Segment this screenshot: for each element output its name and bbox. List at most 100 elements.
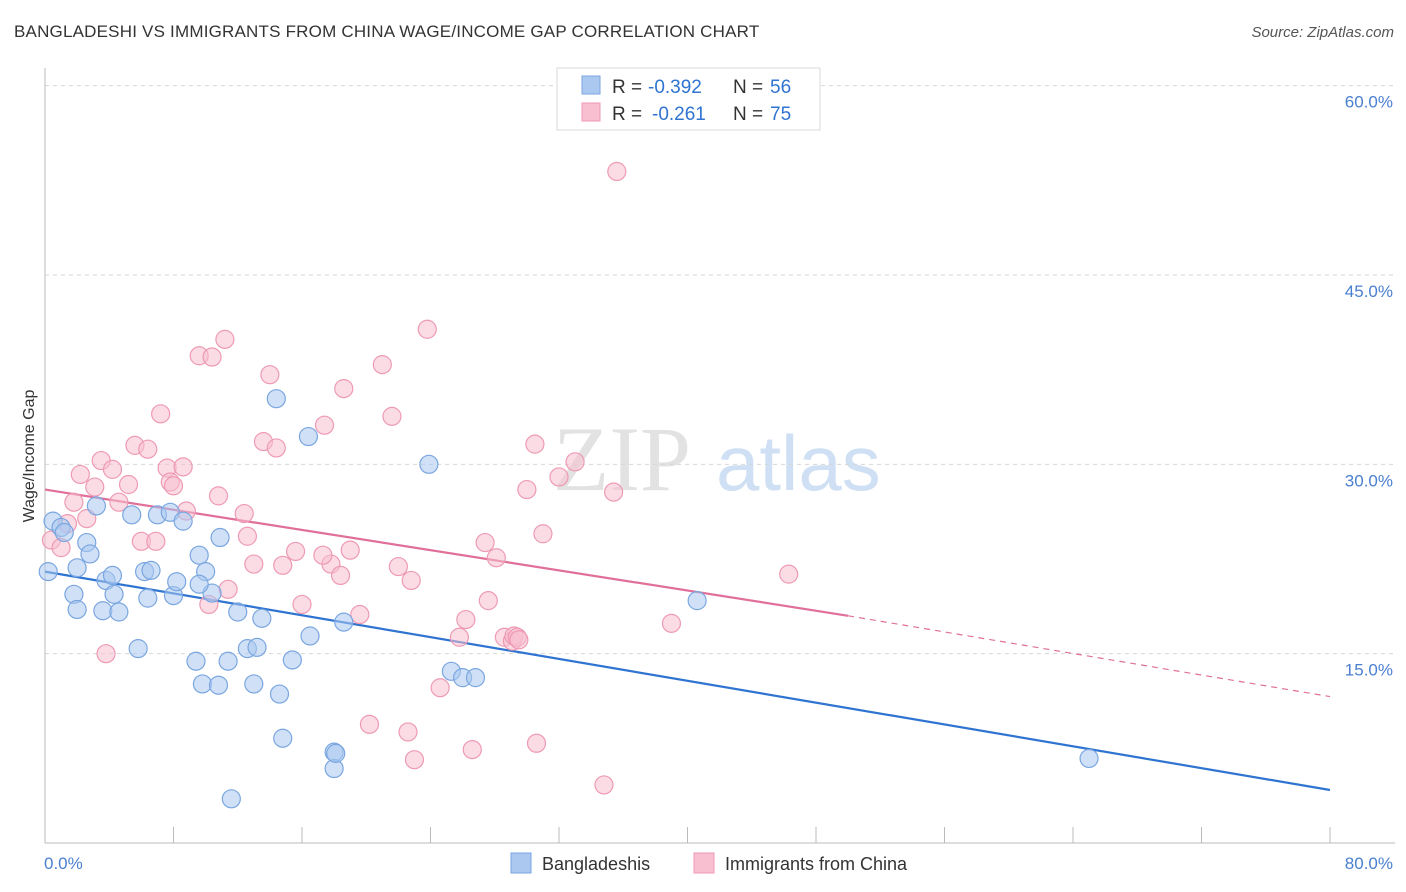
x-tick-label-min: 0.0% [44, 854, 83, 873]
bangladeshi-point [269, 684, 290, 704]
y-tick-label: 45.0% [1345, 282, 1393, 301]
china-point [109, 492, 129, 512]
china-point [779, 564, 799, 584]
bangladeshi-point [189, 574, 209, 594]
china-point [244, 554, 264, 574]
watermark: ZIP atlas [553, 408, 881, 510]
china-point [313, 545, 333, 565]
china-point [486, 548, 506, 568]
bangladeshi-point [273, 728, 293, 748]
china-point [334, 378, 354, 399]
china-point [456, 609, 476, 630]
china-point [372, 355, 392, 375]
china-point [64, 492, 84, 512]
bangladeshi-point [244, 674, 264, 694]
bangladeshi-point [109, 602, 129, 622]
china-point [607, 161, 627, 182]
bottom-legend: Bangladeshis Immigrants from China [510, 852, 908, 874]
china-point [138, 439, 158, 459]
bangladeshi-point [334, 612, 354, 632]
bangladeshi-point [221, 789, 241, 809]
china-point [77, 509, 97, 529]
series-china-points [41, 161, 799, 795]
tick-labels: 15.0% 30.0% 45.0% 60.0% 0.0% 80.0% [44, 93, 1393, 873]
bangladeshi-point [326, 743, 346, 763]
china-point [285, 541, 306, 562]
bangladeshi-point [93, 601, 113, 621]
china-point [215, 329, 235, 349]
bottom-legend-swatch-bangladeshi [510, 852, 532, 874]
bangladeshi-point [128, 639, 148, 659]
y-tick-label: 30.0% [1345, 471, 1393, 490]
legend-n-value-2: 75 [770, 104, 791, 125]
china-point [417, 319, 437, 339]
trend-lines [44, 488, 1331, 792]
axes [44, 68, 1395, 844]
chart-title: BANGLADESHI VS IMMIGRANTS FROM CHINA WAG… [14, 22, 760, 41]
china-point [478, 591, 498, 611]
bangladeshi-trend-line [44, 570, 1331, 792]
bangladeshi-point [104, 584, 124, 604]
china-point [260, 365, 280, 385]
china-point [146, 531, 166, 551]
china-point [565, 452, 585, 472]
china-point [533, 524, 553, 544]
bangladeshi-point [300, 626, 320, 646]
china-point [404, 750, 425, 770]
china-point [398, 722, 418, 742]
bangladeshi-point [247, 637, 267, 657]
china-point [359, 714, 380, 734]
china-point [594, 775, 614, 795]
china-point [118, 474, 139, 495]
y-tick-label: 60.0% [1345, 93, 1393, 112]
bangladeshi-point [687, 591, 707, 611]
china-point [430, 678, 450, 698]
china-point [85, 477, 105, 497]
bottom-legend-bangladeshi: Bangladeshis [542, 854, 650, 874]
x-tick-label-max: 80.0% [1345, 854, 1393, 873]
bottom-legend-china: Immigrants from China [725, 854, 908, 874]
china-point [462, 739, 482, 760]
legend-n-label-2: N = [733, 104, 763, 125]
legend-swatch-china [581, 102, 601, 122]
chart-source: Source: ZipAtlas.com [1251, 24, 1394, 41]
legend-n-value-1: 56 [770, 77, 791, 98]
y-axis-label: Wage/Income Gap [21, 390, 38, 523]
china-point [350, 604, 370, 625]
china-point [218, 579, 238, 599]
legend-n-label-1: N = [733, 77, 763, 98]
china-point [475, 532, 495, 553]
legend-swatch-bangladeshi [581, 75, 601, 95]
china-point [340, 540, 360, 560]
china-point [549, 467, 569, 487]
china-point [70, 464, 90, 485]
bangladeshi-point [67, 599, 87, 620]
legend-r-value-2: -0.261 [652, 104, 706, 125]
bangladeshi-point [266, 389, 286, 409]
china-point [526, 733, 547, 753]
series-bangladeshi-points [38, 389, 1099, 809]
legend-r-label-1: R = [612, 77, 642, 98]
china-point [401, 570, 421, 591]
bangladeshi-point [138, 588, 158, 608]
bangladeshi-point [122, 505, 142, 525]
china-point [330, 565, 351, 586]
china-point [661, 613, 682, 633]
bangladeshi-point [192, 674, 213, 694]
bangladeshi-point [189, 545, 209, 565]
china-point [237, 526, 257, 546]
bangladeshi-point [252, 608, 272, 628]
bangladeshi-point [282, 650, 302, 670]
china-point [604, 482, 624, 502]
bangladeshi-point [465, 668, 486, 688]
bangladeshi-point [102, 565, 123, 586]
bangladeshi-point [186, 651, 206, 671]
china-point [388, 556, 408, 577]
china-point [314, 415, 335, 435]
bangladeshi-point [298, 426, 319, 447]
china-point [163, 476, 184, 496]
china-trend-extension [848, 615, 1331, 698]
watermark-atlas: atlas [716, 419, 881, 507]
bangladeshi-point [141, 560, 161, 580]
